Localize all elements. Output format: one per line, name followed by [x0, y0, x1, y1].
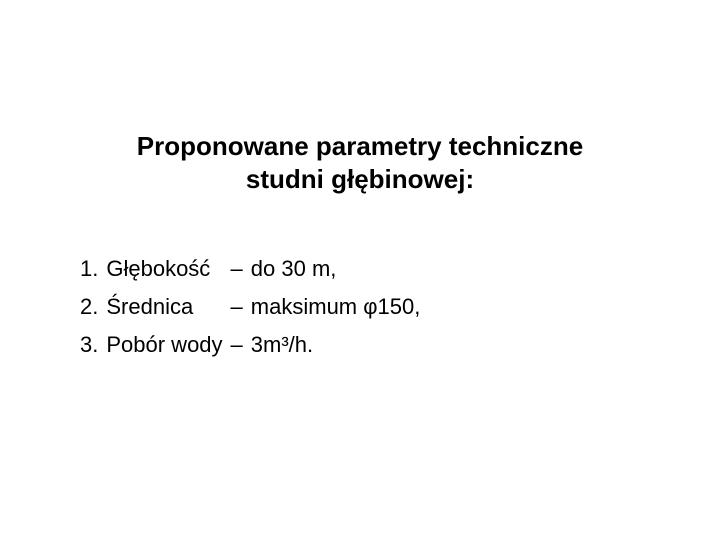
list-item: 1. Głębokość – do 30 m, — [80, 250, 428, 288]
slide-title: Proponowane parametry techniczne studni … — [0, 130, 720, 195]
list-item: 3. Pobór wody – 3m³/h. — [80, 326, 428, 364]
item-label: Głębokość — [106, 250, 230, 288]
item-number: 3. — [80, 326, 106, 364]
item-value: do 30 m, — [251, 250, 429, 288]
item-number: 1. — [80, 250, 106, 288]
parameter-list: 1. Głębokość – do 30 m, 2. Średnica – ma… — [80, 250, 428, 364]
item-dash: – — [231, 250, 251, 288]
list-item: 2. Średnica – maksimum φ150, — [80, 288, 428, 326]
item-dash: – — [231, 326, 251, 364]
item-value: maksimum φ150, — [251, 288, 429, 326]
title-line-2: studni głębinowej: — [246, 164, 474, 194]
item-dash: – — [231, 288, 251, 326]
item-value: 3m³/h. — [251, 326, 429, 364]
item-label: Pobór wody — [106, 326, 230, 364]
parameter-table: 1. Głębokość – do 30 m, 2. Średnica – ma… — [80, 250, 428, 364]
slide: Proponowane parametry techniczne studni … — [0, 0, 720, 540]
title-line-1: Proponowane parametry techniczne — [137, 131, 583, 161]
item-number: 2. — [80, 288, 106, 326]
item-label: Średnica — [106, 288, 230, 326]
